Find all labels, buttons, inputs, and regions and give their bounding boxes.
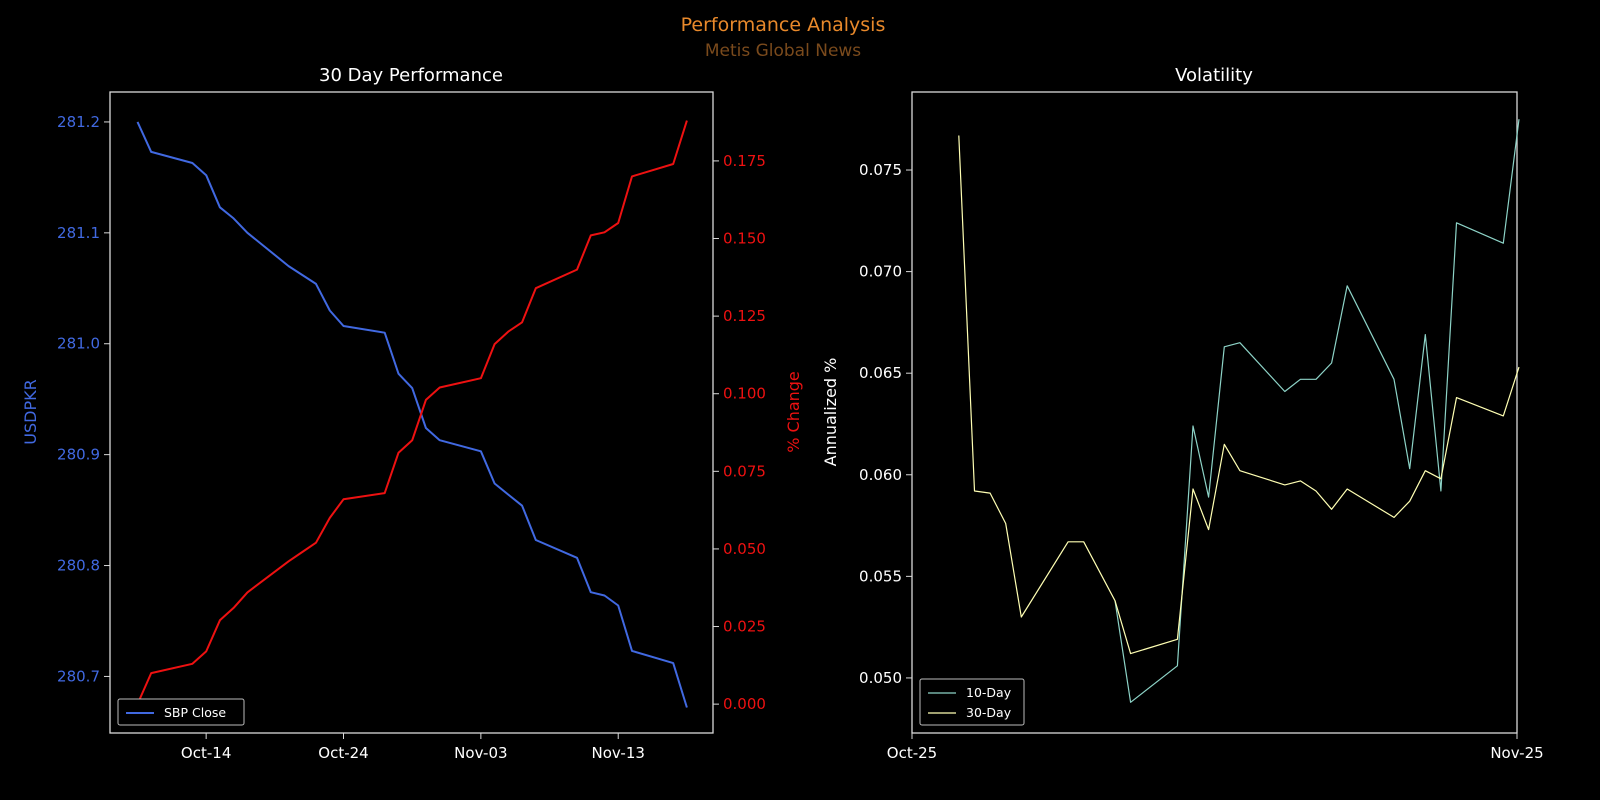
legend-label: SBP Close <box>164 705 226 720</box>
x-tick-label: Oct-25 <box>887 744 937 762</box>
x-tick-label: Nov-03 <box>454 744 507 762</box>
series-line-30-day <box>958 135 1520 655</box>
legend-label: 30-Day <box>966 705 1012 720</box>
right-y-tick-label: 0.000 <box>723 695 766 713</box>
y-tick-label: 0.075 <box>859 161 902 179</box>
y-tick-label: 281.0 <box>57 335 100 353</box>
y-tick-label: 0.065 <box>859 364 902 382</box>
right-y-axis-label: % Change <box>784 371 803 453</box>
series-line-sbp-close <box>136 121 688 708</box>
plot-frame <box>109 91 714 734</box>
y-tick-label: 0.070 <box>859 263 902 281</box>
x-tick-label: Nov-13 <box>592 744 645 762</box>
series-line-10-day <box>1114 119 1520 703</box>
plot-frame <box>911 91 1518 734</box>
right-y-tick-label: 0.100 <box>723 385 766 403</box>
right-y-tick-label: 0.175 <box>723 152 766 170</box>
right-y-tick-label: 0.125 <box>723 307 766 325</box>
y-tick-label: 0.055 <box>859 567 902 585</box>
left-chart-title: 30 Day Performance <box>319 65 503 86</box>
right-chart-title: Volatility <box>1175 65 1253 86</box>
legend: 10-Day 30-Day <box>919 678 1025 726</box>
y-tick-label: 281.1 <box>57 224 100 242</box>
volatility-y-axis-label: Annualized % <box>821 358 840 467</box>
legend: SBP Close <box>117 698 245 726</box>
legend-label: 10-Day <box>966 685 1012 700</box>
y-tick-label: 280.9 <box>57 446 100 464</box>
right-y-tick-label: 0.075 <box>723 462 766 480</box>
right-y-tick-label: 0.050 <box>723 540 766 558</box>
right-y-tick-label: 0.150 <box>723 230 766 248</box>
right-y-tick-label: 0.025 <box>723 618 766 636</box>
legend-frame <box>117 698 245 726</box>
figure-title: Performance Analysis <box>681 14 886 36</box>
y-tick-label: 281.2 <box>57 113 100 131</box>
y-tick-label: 0.050 <box>859 669 902 687</box>
watermark: Metis Global News <box>705 41 861 61</box>
x-tick-label: Oct-24 <box>318 744 368 762</box>
performance-chart: Oct-14 Oct-24 Nov-03 Nov-13 280.7 280.8 280.9 2… <box>57 91 766 762</box>
y-tick-label: 0.060 <box>859 466 902 484</box>
left-y-axis-label: USDPKR <box>21 379 40 444</box>
volatility-chart: Oct-25 Nov-25 0.050 0.055 0.060 0.065 0.070 0.0… <box>859 91 1544 762</box>
y-tick-label: 280.7 <box>57 667 100 685</box>
y-tick-label: 280.8 <box>57 557 100 575</box>
x-tick-label: Oct-14 <box>181 744 231 762</box>
series-line--change <box>136 120 688 705</box>
x-tick-label: Nov-25 <box>1490 744 1543 762</box>
